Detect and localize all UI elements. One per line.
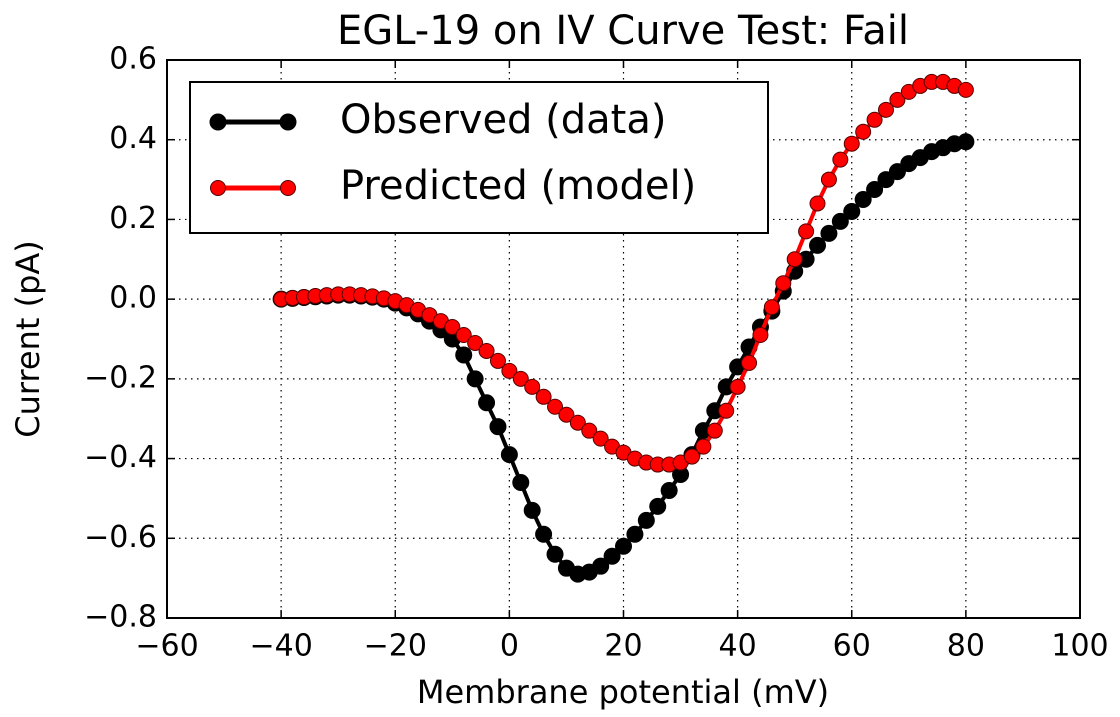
data-point (855, 123, 872, 140)
data-point (866, 111, 883, 128)
data-point (592, 430, 609, 447)
x-axis-label: Membrane potential (mV) (417, 673, 829, 711)
data-point (820, 171, 837, 188)
legend-marker (209, 113, 227, 131)
data-point (466, 370, 484, 388)
data-point (546, 545, 564, 563)
legend-marker (210, 180, 226, 196)
data-point (683, 448, 700, 465)
y-axis-label: Current (pA) (9, 240, 47, 438)
data-point (752, 327, 769, 344)
y-tick-label: −0.8 (84, 600, 157, 635)
data-point (832, 151, 849, 168)
data-point (695, 438, 712, 455)
data-point (763, 299, 780, 316)
data-point (524, 378, 541, 395)
y-tick-label: −0.6 (84, 520, 157, 555)
data-point (626, 525, 644, 543)
y-tick-label: −0.4 (84, 440, 157, 475)
y-tick-label: 0.2 (109, 201, 157, 236)
data-point (775, 275, 792, 292)
data-point (500, 446, 518, 464)
data-point (649, 497, 667, 515)
legend-marker (279, 113, 297, 131)
data-point (581, 422, 598, 439)
x-tick-label: 100 (1051, 629, 1108, 664)
data-point (729, 378, 746, 395)
data-point (603, 547, 621, 565)
data-point (820, 224, 838, 242)
data-point (957, 81, 974, 98)
x-tick-label: 60 (833, 629, 871, 664)
y-tick-label: 0.0 (109, 281, 157, 316)
plot-frame (166, 59, 1081, 619)
data-point (455, 346, 473, 364)
data-point (718, 402, 735, 419)
data-point (798, 223, 815, 240)
data-point (854, 191, 872, 208)
data-point (512, 473, 530, 491)
data-point (706, 422, 723, 439)
data-point (786, 251, 803, 268)
data-point (478, 394, 496, 412)
data-point (558, 406, 575, 423)
data-point (741, 354, 758, 371)
data-point (660, 481, 678, 499)
x-tick-label: 0 (500, 629, 519, 664)
chart-title: EGL-19 on IV Curve Test: Fail (337, 8, 909, 54)
data-point (831, 212, 849, 230)
x-tick-label: 20 (604, 629, 642, 664)
data-point (467, 334, 484, 351)
x-tick-label: 40 (719, 629, 757, 664)
data-point (455, 327, 472, 344)
data-point (592, 557, 610, 575)
data-point (501, 362, 518, 379)
legend-label: Predicted (model) (340, 163, 696, 209)
y-tick-label: −0.2 (84, 360, 157, 395)
data-point (535, 525, 553, 543)
data-point (478, 342, 495, 359)
data-point (615, 537, 632, 555)
legend-marker (280, 180, 296, 196)
data-point (535, 388, 552, 405)
data-point (637, 511, 655, 529)
data-point (512, 370, 529, 387)
data-point (809, 236, 827, 254)
x-tick-label: −60 (135, 629, 198, 664)
data-point (866, 181, 884, 199)
data-point (547, 398, 564, 415)
data-point (809, 195, 826, 212)
data-point (444, 319, 461, 336)
data-point (489, 352, 506, 369)
legend-box (189, 81, 769, 234)
data-point (523, 501, 541, 519)
x-tick-label: −40 (249, 629, 312, 664)
data-point (877, 101, 894, 118)
y-tick-label: 0.4 (109, 121, 157, 156)
data-point (889, 91, 906, 108)
data-point (957, 133, 975, 151)
data-point (843, 135, 860, 152)
data-point (489, 418, 507, 436)
legend-label: Observed (data) (340, 97, 666, 143)
data-point (569, 414, 586, 431)
x-tick-label: 80 (947, 629, 985, 664)
x-tick-label: −20 (364, 629, 427, 664)
y-tick-label: 0.6 (109, 42, 157, 77)
data-point (843, 202, 861, 220)
